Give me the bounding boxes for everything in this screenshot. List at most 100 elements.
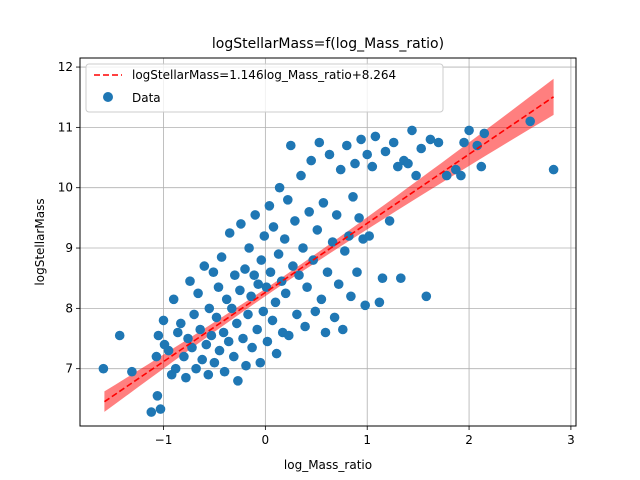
data-point: [218, 327, 229, 338]
data-point: [380, 146, 391, 157]
data-point: [195, 324, 205, 335]
data-point: [384, 216, 395, 226]
y-tick-label: 10: [58, 181, 73, 195]
data-point: [204, 303, 215, 314]
data-point: [256, 255, 267, 265]
data-point: [241, 360, 251, 371]
data-point: [411, 170, 421, 181]
data-point: [352, 267, 362, 278]
data-point: [146, 407, 157, 417]
data-point: [342, 140, 352, 151]
x-tick-label: −1: [155, 433, 173, 447]
legend-fit-label: logStellarMass=1.146log_Mass_ratio+8.264: [132, 68, 396, 82]
data-point: [224, 228, 235, 238]
plot-area-frame: [79, 57, 577, 427]
confidence-band-group: [104, 78, 554, 412]
data-point: [232, 318, 242, 329]
data-point: [179, 351, 189, 362]
data-point: [203, 369, 214, 380]
data-point: [280, 288, 291, 299]
data-point: [163, 345, 174, 356]
data-point: [183, 333, 193, 344]
data-point: [168, 294, 179, 305]
data-point: [407, 125, 417, 136]
data-point: [265, 267, 276, 278]
data-point: [270, 297, 281, 308]
data-point: [329, 312, 340, 323]
data-point: [114, 330, 125, 341]
data-point: [300, 321, 310, 332]
data-point: [318, 198, 329, 208]
data-point: [209, 357, 220, 368]
data-point: [259, 231, 270, 241]
data-point: [288, 261, 298, 271]
data-point: [279, 234, 290, 244]
data-point: [362, 149, 373, 160]
data-point: [320, 327, 331, 338]
data-point: [246, 291, 256, 302]
data-point: [176, 318, 186, 329]
data-point: [479, 128, 490, 139]
data-point: [433, 137, 444, 148]
data-point: [273, 249, 284, 259]
data-point: [416, 143, 427, 154]
data-point: [191, 363, 201, 374]
x-axis-label: log_Mass_ratio: [284, 458, 372, 472]
y-tick-label: 7: [65, 362, 73, 376]
data-point: [374, 297, 385, 308]
data-point: [370, 131, 381, 142]
data-point: [229, 351, 239, 362]
x-tick-label: 2: [465, 433, 473, 447]
data-point: [346, 291, 356, 302]
y-tick-label: 12: [58, 60, 73, 74]
data-point: [356, 134, 366, 145]
data-point: [199, 261, 210, 271]
data-point: [233, 376, 243, 386]
data-point: [476, 161, 487, 172]
data-point: [152, 391, 163, 401]
y-tick-label: 8: [65, 301, 73, 315]
data-point: [193, 288, 203, 299]
data-point: [304, 207, 315, 217]
data-point: [298, 243, 308, 253]
legend-data-label: Data: [132, 91, 161, 105]
data-point: [208, 267, 219, 278]
data-point: [151, 351, 162, 362]
data-point: [316, 294, 327, 305]
data-point: [211, 312, 222, 323]
data-point: [310, 306, 321, 317]
data-point: [294, 270, 304, 281]
data-point: [459, 137, 469, 148]
fit-line-group: [103, 96, 555, 403]
data-point: [340, 246, 350, 256]
data-point: [377, 273, 388, 284]
data-point: [258, 306, 269, 317]
y-axis-label: logStellarMass: [33, 198, 47, 285]
data-point: [261, 282, 272, 293]
x-tick-label: 3: [567, 433, 575, 447]
data-point: [221, 294, 232, 305]
y-tick-label: 11: [58, 120, 73, 134]
data-point: [236, 219, 246, 229]
data-point: [331, 210, 342, 220]
data-point: [312, 225, 323, 235]
fit-line: [103, 96, 555, 403]
legend: logStellarMass=1.146log_Mass_ratio+8.264…: [85, 63, 444, 113]
data-point: [393, 161, 403, 172]
data-point: [262, 336, 273, 347]
data-point: [360, 300, 371, 311]
data-point: [264, 201, 275, 211]
data-point: [421, 291, 432, 302]
data-point: [286, 140, 296, 151]
data-point: [338, 324, 348, 335]
data-point: [197, 354, 207, 365]
data-point: [206, 330, 217, 341]
data-point: [189, 309, 199, 320]
data-point: [173, 327, 183, 338]
data-point: [187, 342, 197, 353]
data-point: [127, 366, 137, 377]
legend-box: [85, 63, 444, 113]
scatter-points: [98, 116, 559, 417]
data-point: [181, 372, 191, 383]
